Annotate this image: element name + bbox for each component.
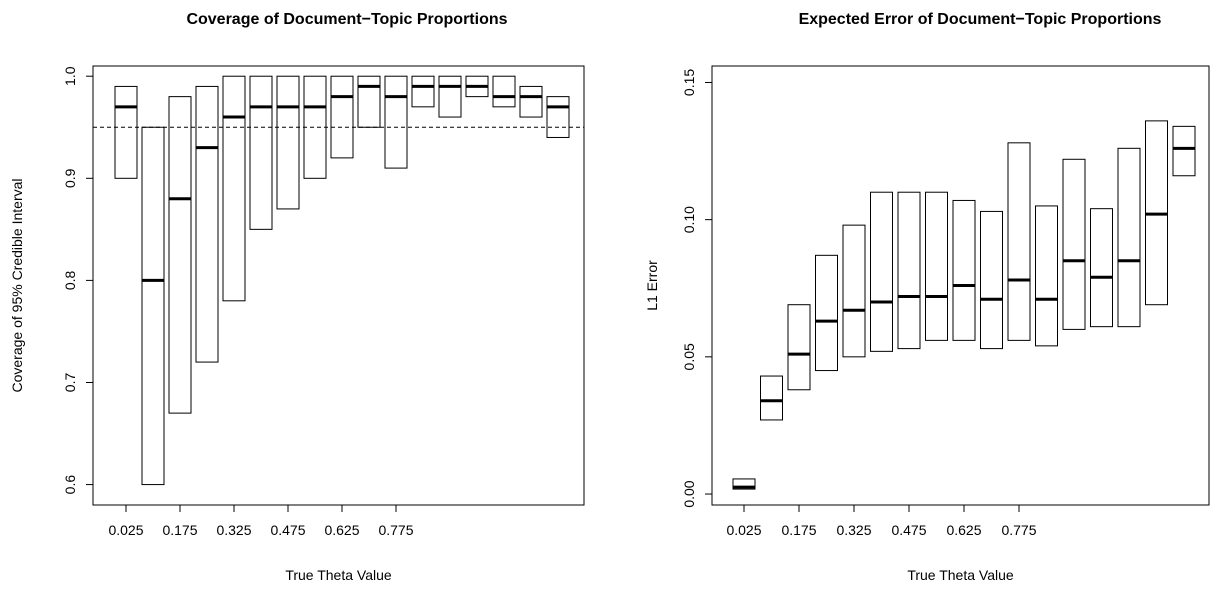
box <box>438 75 462 118</box>
box <box>519 85 543 118</box>
box <box>952 199 976 341</box>
x-axis-label: True Theta Value <box>285 567 392 583</box>
x-tick-label: 0.025 <box>108 522 143 538</box>
y-tick-label: 0.6 <box>62 475 78 495</box>
box <box>787 304 811 391</box>
box <box>1007 142 1031 341</box>
box <box>815 254 838 372</box>
y-tick-label: 0.7 <box>62 373 78 393</box>
y-tick-label: 0.9 <box>62 168 78 188</box>
x-tick-label: 0.625 <box>946 522 981 538</box>
box <box>411 75 435 108</box>
box <box>760 375 783 421</box>
y-tick-label: 0.8 <box>62 270 78 290</box>
x-tick-label: 0.625 <box>324 522 359 538</box>
x-tick-label: 0.325 <box>216 522 251 538</box>
box <box>222 75 246 302</box>
x-tick-label: 0.175 <box>162 522 197 538</box>
x-tick-label: 0.475 <box>891 522 926 538</box>
y-tick-label: 1.0 <box>62 66 78 86</box>
x-axis-label: True Theta Value <box>907 567 1014 583</box>
box <box>330 75 354 159</box>
y-axis-label: Coverage of 95% Credible Interval <box>9 178 25 392</box>
box <box>732 478 756 490</box>
box <box>303 75 327 179</box>
chart-title: Expected Error of Document−Topic Proport… <box>799 11 1162 28</box>
box <box>141 126 165 486</box>
y-tick-label: 0.00 <box>681 480 697 507</box>
box <box>870 191 893 352</box>
y-axis-label: L1 Error <box>644 260 660 311</box>
box <box>1035 205 1058 347</box>
box <box>195 85 219 363</box>
box <box>276 75 300 210</box>
box <box>842 224 866 358</box>
x-tick-label: 0.325 <box>836 522 871 538</box>
box <box>384 75 408 169</box>
box <box>1172 125 1196 177</box>
x-tick-label: 0.775 <box>378 522 413 538</box>
box <box>249 75 273 230</box>
x-tick-label: 0.175 <box>781 522 816 538</box>
box <box>1090 208 1113 328</box>
box <box>492 75 516 108</box>
chart-title: Coverage of Document−Topic Proportions <box>186 11 507 28</box>
y-tick-label: 0.05 <box>681 343 697 370</box>
x-tick-label: 0.775 <box>1001 522 1036 538</box>
box <box>1062 158 1086 330</box>
box <box>1117 147 1141 328</box>
plot-frame <box>92 65 585 506</box>
box <box>114 85 138 179</box>
x-tick-label: 0.025 <box>726 522 761 538</box>
box <box>357 75 381 128</box>
y-tick-label: 0.15 <box>681 69 697 96</box>
box <box>925 191 948 341</box>
y-tick-label: 0.10 <box>681 206 697 233</box>
box <box>168 96 192 414</box>
x-tick-label: 0.475 <box>270 522 305 538</box>
box <box>980 210 1003 350</box>
box <box>897 191 921 350</box>
box <box>546 96 570 138</box>
